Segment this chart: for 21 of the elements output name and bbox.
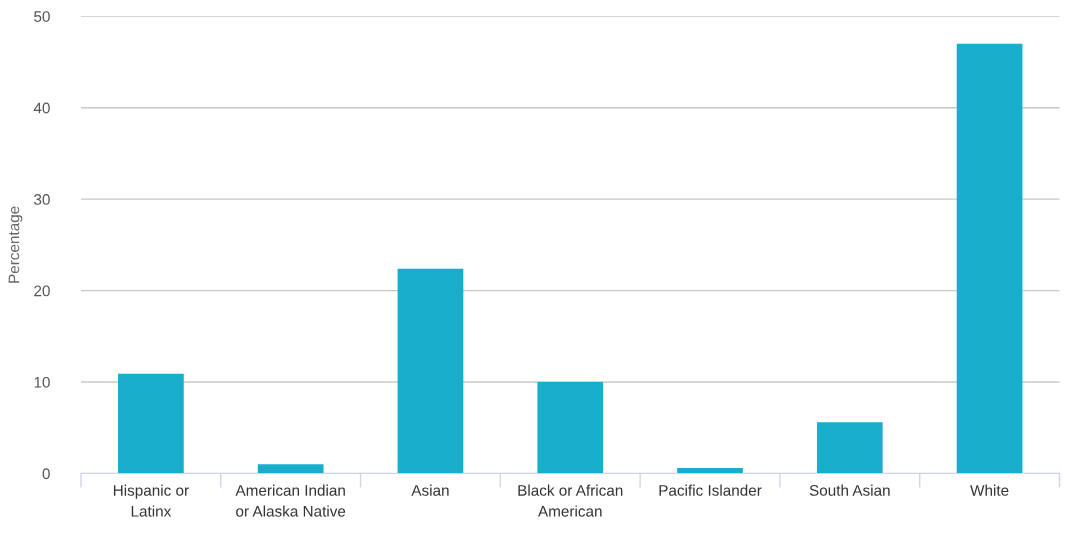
bar [257,464,324,474]
bar [677,468,743,474]
y-tick-label: 20 [34,285,50,297]
y-tick-label: 30 [34,194,50,205]
x-tick-label: American Indian or Alaska Native [235,484,346,517]
bar [397,268,464,474]
y-tick-label: 50 [34,11,50,22]
y-tick-label: 40 [33,102,50,114]
y-tick-label: 10 [34,376,50,388]
y-tick-label: 0 [42,468,50,480]
y-axis-title: Percentage [8,206,23,283]
bar [118,373,184,474]
x-tick-label: Black or African American [518,484,623,517]
x-tick-label: Pacific Islander [659,484,762,496]
bar [816,422,883,474]
x-tick-label: South Asian [809,484,890,496]
bar [537,382,604,474]
bar [956,43,1023,474]
x-tick-label: Asian [411,484,449,496]
x-tick-label: Hispanic or Latinx [113,484,189,517]
x-tick-label: White [970,484,1009,496]
